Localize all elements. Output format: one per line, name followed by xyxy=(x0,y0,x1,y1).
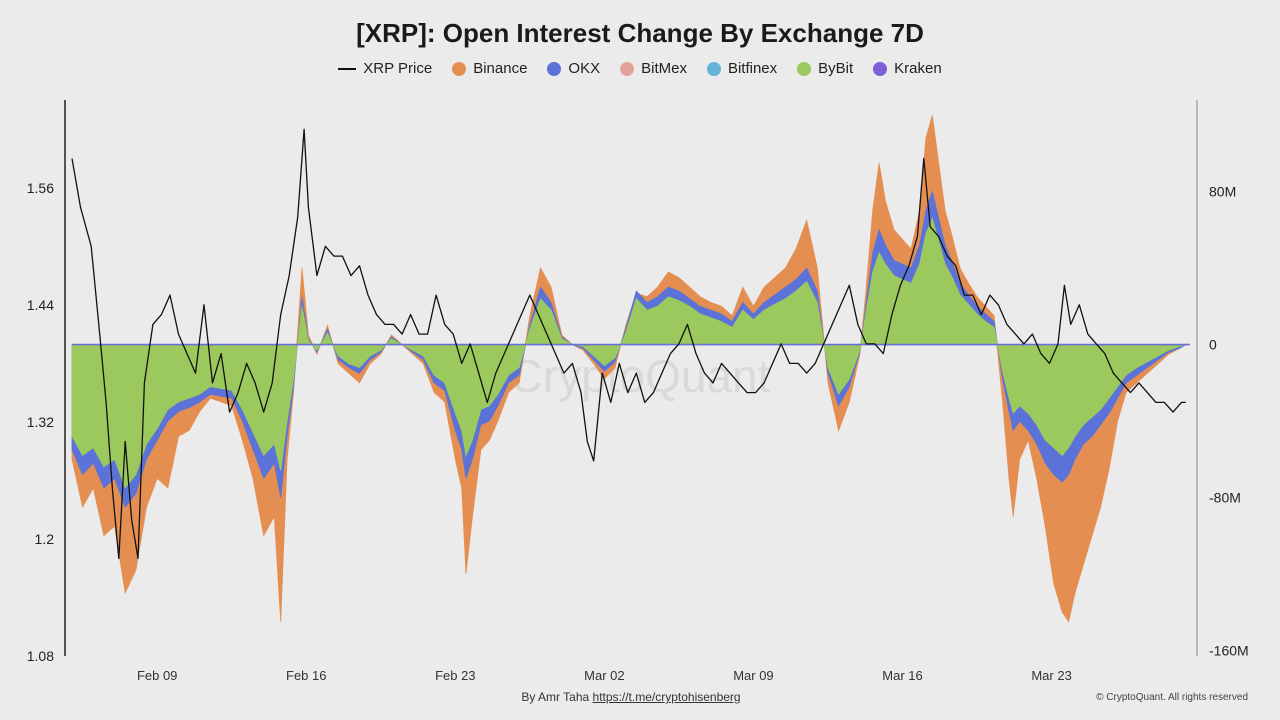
legend-item-kraken[interactable]: Kraken xyxy=(873,60,942,77)
y-right-tick-label: -160M xyxy=(1209,642,1249,658)
area-series-bybit xyxy=(71,217,1186,489)
legend-item-bitfinex[interactable]: Bitfinex xyxy=(706,60,778,77)
legend-line-icon xyxy=(338,67,357,70)
x-tick-label: Feb 09 xyxy=(137,668,177,683)
legend-label: XRP Price xyxy=(363,60,433,77)
x-tick-label: Mar 23 xyxy=(1031,668,1071,683)
x-tick-label: Mar 09 xyxy=(733,668,773,683)
legend-label: BitMex xyxy=(641,60,687,77)
chart-title: [XRP]: Open Interest Change By Exchange … xyxy=(356,18,924,48)
y-right-tick-label: -80M xyxy=(1209,489,1241,505)
legend-label: Kraken xyxy=(894,60,942,77)
legend-item-binance[interactable]: Binance xyxy=(452,60,527,77)
x-tick-label: Feb 23 xyxy=(435,668,475,683)
legend-label: Bitfinex xyxy=(727,60,778,77)
y-right-tick-label: 0 xyxy=(1209,337,1217,353)
x-tick-label: Feb 16 xyxy=(286,668,326,683)
legend-dot-icon xyxy=(620,61,635,76)
legend-dot-icon xyxy=(706,61,721,76)
footer-credit: By Amr Taha https://t.me/cryptohisenberg xyxy=(0,690,1262,704)
y-left-tick-label: 1.32 xyxy=(27,414,54,430)
price-line xyxy=(71,128,1186,560)
legend-label: Binance xyxy=(473,60,528,77)
copyright-text: © CryptoQuant. All rights reserved xyxy=(1096,692,1248,703)
legend-dot-icon xyxy=(452,61,467,76)
legend-label: ByBit xyxy=(818,60,854,77)
y-left-tick-label: 1.2 xyxy=(35,531,55,547)
legend-dot-icon xyxy=(797,61,812,76)
legend-label: OKX xyxy=(568,60,601,77)
y-left-tick-label: 1.44 xyxy=(27,297,54,313)
author-link[interactable]: https://t.me/cryptohisenberg xyxy=(592,690,741,704)
legend-item-bybit[interactable]: ByBit xyxy=(797,60,853,77)
author-text: By Amr Taha xyxy=(521,690,590,704)
y-left-tick-label: 1.56 xyxy=(27,180,54,196)
legend-dot-icon xyxy=(873,61,888,76)
chart-legend: XRP Price Binance OKX BitMex Bitfinex By… xyxy=(0,60,1280,77)
y-right-tick-label: 80M xyxy=(1209,184,1236,200)
legend-dot-icon xyxy=(547,61,562,76)
watermark-text: CryptoQuant xyxy=(510,350,771,402)
legend-item-xrp-price[interactable]: XRP Price xyxy=(338,60,432,77)
legend-item-bitmex[interactable]: BitMex xyxy=(620,60,687,77)
x-tick-label: Mar 16 xyxy=(882,668,922,683)
x-tick-label: Mar 02 xyxy=(584,668,624,683)
y-left-tick-label: 1.08 xyxy=(27,648,54,664)
legend-item-okx[interactable]: OKX xyxy=(547,60,600,77)
